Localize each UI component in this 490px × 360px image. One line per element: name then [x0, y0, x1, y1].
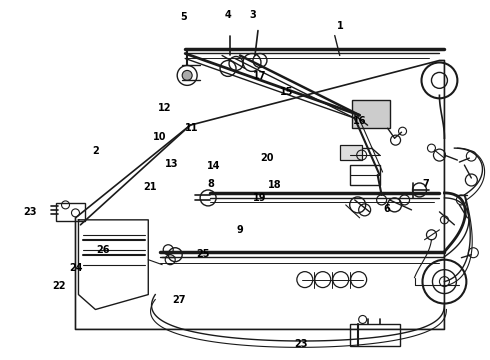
Text: 25: 25: [196, 248, 210, 258]
Text: 4: 4: [224, 10, 231, 20]
Text: 3: 3: [249, 10, 256, 20]
Text: 1: 1: [337, 21, 343, 31]
Bar: [352, 100, 390, 128]
Text: 20: 20: [260, 153, 274, 163]
Text: 19: 19: [253, 193, 267, 203]
Text: 7: 7: [422, 179, 429, 189]
Text: 16: 16: [353, 116, 367, 126]
Text: 23: 23: [294, 339, 308, 349]
Text: 22: 22: [52, 281, 66, 291]
Text: 5: 5: [180, 12, 187, 22]
Bar: [350, 324, 399, 346]
Circle shape: [182, 71, 192, 80]
Text: 10: 10: [153, 132, 166, 142]
Text: 6: 6: [383, 204, 390, 214]
Bar: [55, 203, 85, 221]
Text: 17: 17: [253, 71, 267, 81]
Text: 14: 14: [206, 161, 220, 171]
Text: 18: 18: [268, 180, 281, 190]
Text: 9: 9: [237, 225, 244, 235]
Text: 11: 11: [185, 123, 198, 133]
Text: 15: 15: [280, 87, 294, 97]
Polygon shape: [78, 220, 148, 310]
Text: 12: 12: [158, 103, 171, 113]
Text: 23: 23: [23, 207, 37, 217]
Text: 8: 8: [207, 179, 214, 189]
Text: 13: 13: [165, 159, 178, 169]
Bar: [340, 145, 362, 160]
Bar: [350, 165, 380, 185]
Text: 2: 2: [93, 146, 99, 156]
Text: 24: 24: [70, 263, 83, 273]
Text: 26: 26: [97, 245, 110, 255]
Text: 27: 27: [172, 295, 186, 305]
Text: 21: 21: [143, 182, 156, 192]
